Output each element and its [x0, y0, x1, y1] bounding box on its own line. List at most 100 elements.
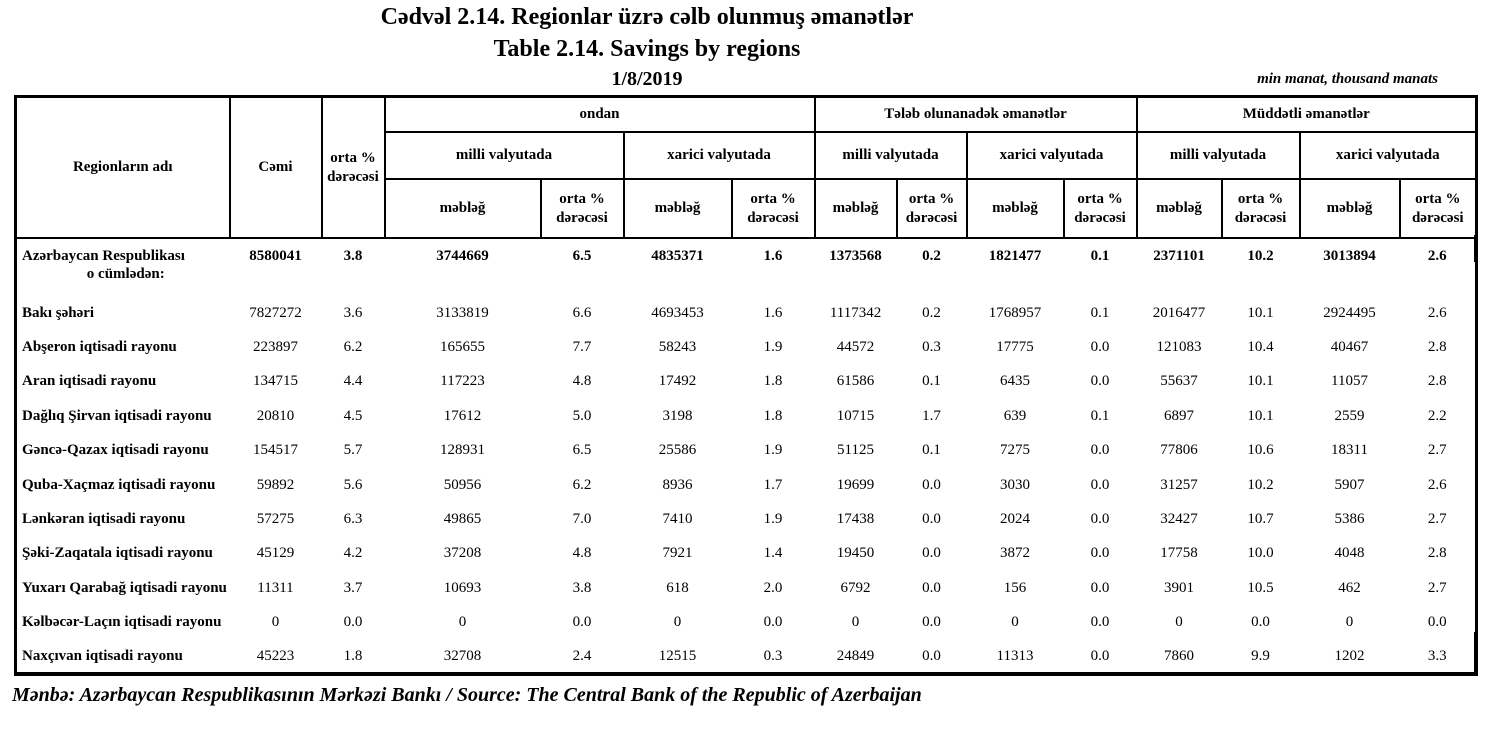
value-cell: 0.2 [922, 248, 941, 264]
value-cell: 32427 [1160, 511, 1198, 528]
value-cell: 7.0 [572, 511, 592, 528]
value-cell: 0 [1011, 614, 1019, 631]
value-cell: 2559 [1334, 407, 1365, 424]
value-cell: 4.4 [343, 373, 363, 390]
value-cell: 6.2 [572, 476, 592, 493]
value-cell: 59892 [256, 476, 295, 493]
value-cell: 10.5 [1247, 579, 1274, 596]
value-cell: 0 [1175, 614, 1183, 631]
region-name-cell: Lənkəran iqtisadi rayonu [14, 502, 230, 537]
value-cell: 1373568 [829, 248, 882, 264]
value-cell: 5907 [1334, 476, 1365, 493]
value-cell: 0.0 [922, 545, 941, 562]
value-cell: 2.2 [1427, 407, 1447, 424]
value-cell: 10.1 [1247, 304, 1274, 321]
value-cell: 0.1 [1090, 407, 1110, 424]
subheader-foreign-currency: xarici valyutada [1298, 131, 1478, 180]
value-cell: 7275 [1000, 442, 1031, 459]
value-cell: 10.2 [1247, 248, 1274, 264]
value-cell: 1.7 [922, 407, 941, 424]
value-cell: 1.4 [763, 545, 783, 562]
subheader-national-currency: milli valyutada [1135, 131, 1301, 180]
column-header-pct: orta % dərəcəsi [1220, 178, 1301, 239]
value-cell: 50956 [443, 476, 482, 493]
region-name-cell: Naxçıvan iqtisadi rayonu [14, 639, 230, 677]
value-cell: 2.7 [1427, 511, 1447, 528]
value-cell: 7921 [662, 545, 693, 562]
value-cell: 10.4 [1247, 339, 1274, 356]
value-cell: 6.6 [572, 304, 592, 321]
value-cell: 156 [1003, 579, 1027, 596]
value-cell: 618 [666, 579, 689, 596]
value-cell: 6.5 [572, 442, 592, 459]
value-cell: 11057 [1331, 373, 1368, 390]
value-cell: 0 [458, 614, 467, 631]
value-cell: 24849 [814, 639, 897, 677]
value-cell: 31257 [1160, 476, 1198, 493]
value-cell: 2.8 [1427, 545, 1447, 562]
value-cell: 2024 [1000, 511, 1031, 528]
value-cell: 0.1 [1090, 304, 1110, 321]
value-cell: 10.1 [1247, 407, 1274, 424]
column-header-amount: məbləğ [813, 178, 898, 239]
value-cell: 4.8 [572, 373, 592, 390]
value-cell: 5.6 [343, 476, 363, 493]
region-name-cell: Gəncə-Qazax iqtisadi rayonu [14, 433, 230, 468]
value-cell: 0.0 [1090, 545, 1110, 562]
value-cell: 1.6 [763, 248, 783, 264]
value-cell: 3744669 [436, 248, 489, 264]
report-date: 1/8/2019 [611, 68, 683, 91]
value-cell: 0.1 [1090, 248, 1110, 264]
value-cell: 7827272 [249, 304, 302, 321]
value-cell: 44572 [836, 339, 875, 356]
value-cell: 0.1 [922, 442, 941, 459]
value-cell: 0.0 [1090, 476, 1110, 493]
value-cell: 3.6 [343, 304, 363, 321]
value-cell: 2.6 [1427, 304, 1447, 321]
column-header-amount: məbləğ [383, 178, 542, 239]
value-cell: 0 [673, 614, 682, 631]
column-header-amount: məbləğ [965, 178, 1065, 239]
region-name-cell: Aran iqtisadi rayonu [14, 364, 230, 400]
table-row: Lənkəran iqtisadi rayonu 57275 6.3 49865 7.0… [14, 502, 1477, 537]
value-cell: 2924495 [1323, 304, 1376, 321]
value-cell: 17492 [658, 373, 697, 390]
value-cell: 1821477 [988, 248, 1042, 264]
column-header-rate: orta % dərəcəsi [320, 95, 386, 239]
value-cell: 0.1 [922, 373, 941, 390]
value-cell: 6897 [1164, 407, 1195, 424]
savings-table: Regionların adı Cəmi orta % dərəcəsi ond… [14, 95, 1479, 677]
column-header-pct: orta % dərəcəsi [730, 178, 816, 239]
value-cell: 10.0 [1247, 545, 1274, 562]
right-border-segment [1474, 632, 1477, 674]
value-cell: 45223 [229, 639, 322, 677]
title-az: Cədvəl 2.14. Regionlar üzrə cəlb olunmuş… [380, 4, 914, 30]
column-header-total: Cəmi [228, 95, 323, 239]
value-cell: 5.0 [572, 407, 592, 424]
table-row: Bakı şəhəri 7827272 3.6 3133819 6.6 4693453 1.… [14, 296, 1477, 331]
value-cell: 4.5 [343, 407, 363, 424]
value-cell: 10.6 [1247, 442, 1274, 459]
value-cell: 128931 [440, 442, 485, 459]
value-cell: 165655 [440, 339, 485, 356]
value-cell: 5386 [1334, 511, 1365, 528]
value-cell: 2.8 [1427, 339, 1447, 356]
value-cell: 0.3 [731, 639, 815, 677]
value-cell: 134715 [253, 373, 298, 390]
value-cell: 2371101 [1153, 248, 1205, 264]
value-cell: 0.0 [1090, 373, 1110, 390]
value-cell: 1.9 [763, 339, 783, 356]
value-cell: 3013894 [1323, 248, 1376, 264]
value-cell: 0.0 [922, 579, 941, 596]
column-header-pct: orta % dərəcəsi [1398, 178, 1478, 239]
value-cell: 2.0 [763, 579, 783, 596]
value-cell: 18311 [1331, 442, 1368, 459]
value-cell: 17758 [1160, 545, 1198, 562]
value-cell: 1117342 [829, 304, 882, 321]
value-cell: 17438 [836, 511, 875, 528]
region-name-cell: Quba-Xaçmaz iqtisadi rayonu [14, 467, 230, 503]
value-cell: 6.2 [343, 339, 363, 356]
value-cell: 19450 [836, 545, 875, 562]
value-cell: 1.9 [763, 442, 783, 459]
value-cell: 0.0 [1090, 339, 1110, 356]
